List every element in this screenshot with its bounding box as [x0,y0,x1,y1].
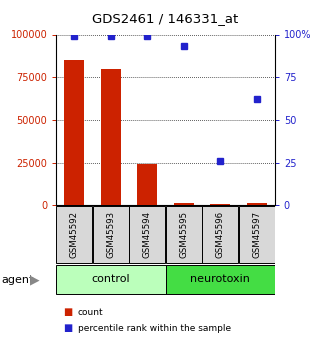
Text: ■: ■ [63,307,72,317]
Bar [56,265,166,294]
Text: percentile rank within the sample: percentile rank within the sample [78,324,231,333]
Text: GSM45596: GSM45596 [215,211,225,258]
Bar [57,206,92,263]
Text: GSM45597: GSM45597 [252,211,261,258]
Bar [101,69,121,205]
Bar [174,203,194,205]
Bar [93,206,129,263]
Text: GSM45593: GSM45593 [106,211,116,258]
Text: ■: ■ [63,324,72,333]
Bar [202,206,238,263]
Text: GDS2461 / 146331_at: GDS2461 / 146331_at [92,12,239,25]
Bar [137,164,157,205]
Bar [247,203,266,205]
Bar [129,206,165,263]
Text: count: count [78,308,103,317]
Bar [210,204,230,205]
Bar [65,60,84,205]
Text: agent: agent [2,275,34,285]
Text: neurotoxin: neurotoxin [190,275,250,284]
Text: control: control [92,275,130,284]
Bar [166,206,202,263]
Bar [239,206,274,263]
Text: ▶: ▶ [30,274,40,287]
Text: GSM45592: GSM45592 [70,211,79,258]
Bar [166,265,275,294]
Text: GSM45595: GSM45595 [179,211,188,258]
Text: GSM45594: GSM45594 [143,211,152,258]
